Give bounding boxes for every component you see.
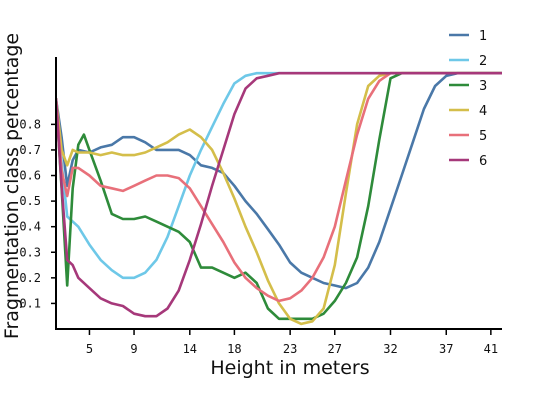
legend-label-3: 3 bbox=[479, 79, 487, 94]
y-ticks: 0.10.20.30.40.50.60.70.8 bbox=[19, 117, 56, 310]
x-tick-label: 5 bbox=[86, 342, 93, 356]
legend-label-5: 5 bbox=[479, 129, 487, 144]
legend-label-2: 2 bbox=[479, 54, 487, 69]
series-line-6 bbox=[56, 73, 502, 316]
series-line-1 bbox=[56, 73, 502, 288]
axes bbox=[56, 57, 502, 330]
series-line-4 bbox=[56, 73, 502, 324]
legend-label-1: 1 bbox=[479, 29, 487, 44]
series-lines bbox=[56, 73, 502, 324]
x-tick-label: 32 bbox=[383, 342, 397, 356]
y-axis-title: Fragmentation class percentage bbox=[1, 33, 23, 339]
x-tick-label: 14 bbox=[183, 342, 197, 356]
series-line-3 bbox=[56, 73, 502, 319]
legend: 1 2 3 4 5 6 bbox=[449, 29, 487, 169]
series-line-2 bbox=[56, 73, 502, 278]
legend-label-6: 6 bbox=[479, 154, 487, 169]
x-tick-label: 9 bbox=[130, 342, 137, 356]
x-ticks: 5 9 14 18 23 27 32 37 41 bbox=[86, 329, 498, 356]
legend-label-4: 4 bbox=[479, 104, 487, 119]
x-tick-label: 41 bbox=[484, 342, 498, 356]
x-tick-label: 27 bbox=[328, 342, 342, 356]
x-tick-label: 23 bbox=[283, 342, 297, 356]
x-axis-title: Height in meters bbox=[210, 357, 369, 379]
x-tick-label: 18 bbox=[227, 342, 241, 356]
series-line-5 bbox=[56, 73, 502, 301]
x-tick-label: 37 bbox=[439, 342, 453, 356]
